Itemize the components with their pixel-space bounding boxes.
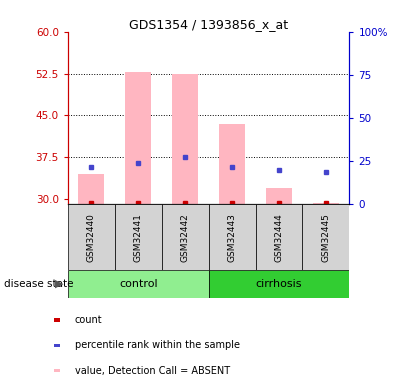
Bar — [172, 74, 198, 204]
Text: GSM32440: GSM32440 — [87, 213, 96, 262]
Text: percentile rank within the sample: percentile rank within the sample — [75, 340, 240, 350]
Text: cirrhosis: cirrhosis — [256, 279, 302, 289]
Text: GSM32444: GSM32444 — [275, 213, 284, 262]
Bar — [162, 204, 209, 270]
Text: GSM32441: GSM32441 — [134, 213, 143, 262]
Bar — [313, 203, 339, 204]
Bar — [79, 174, 104, 204]
Bar — [68, 204, 115, 270]
Bar — [54, 318, 60, 322]
Bar — [256, 204, 302, 270]
Bar — [125, 72, 151, 204]
Text: value, Detection Call = ABSENT: value, Detection Call = ABSENT — [75, 366, 230, 375]
Text: GSM32445: GSM32445 — [321, 213, 330, 262]
Bar — [219, 124, 245, 204]
Text: GSM32442: GSM32442 — [180, 213, 189, 262]
Bar — [54, 344, 60, 347]
Bar — [209, 204, 256, 270]
Text: disease state: disease state — [4, 279, 74, 289]
Bar — [115, 204, 162, 270]
Bar — [266, 188, 292, 204]
Bar — [209, 270, 349, 298]
Text: ▶: ▶ — [55, 279, 64, 289]
Title: GDS1354 / 1393856_x_at: GDS1354 / 1393856_x_at — [129, 18, 288, 31]
Text: count: count — [75, 315, 102, 325]
Bar — [68, 270, 209, 298]
Bar — [302, 204, 349, 270]
Bar — [54, 369, 60, 372]
Text: GSM32443: GSM32443 — [228, 213, 237, 262]
Text: control: control — [119, 279, 157, 289]
